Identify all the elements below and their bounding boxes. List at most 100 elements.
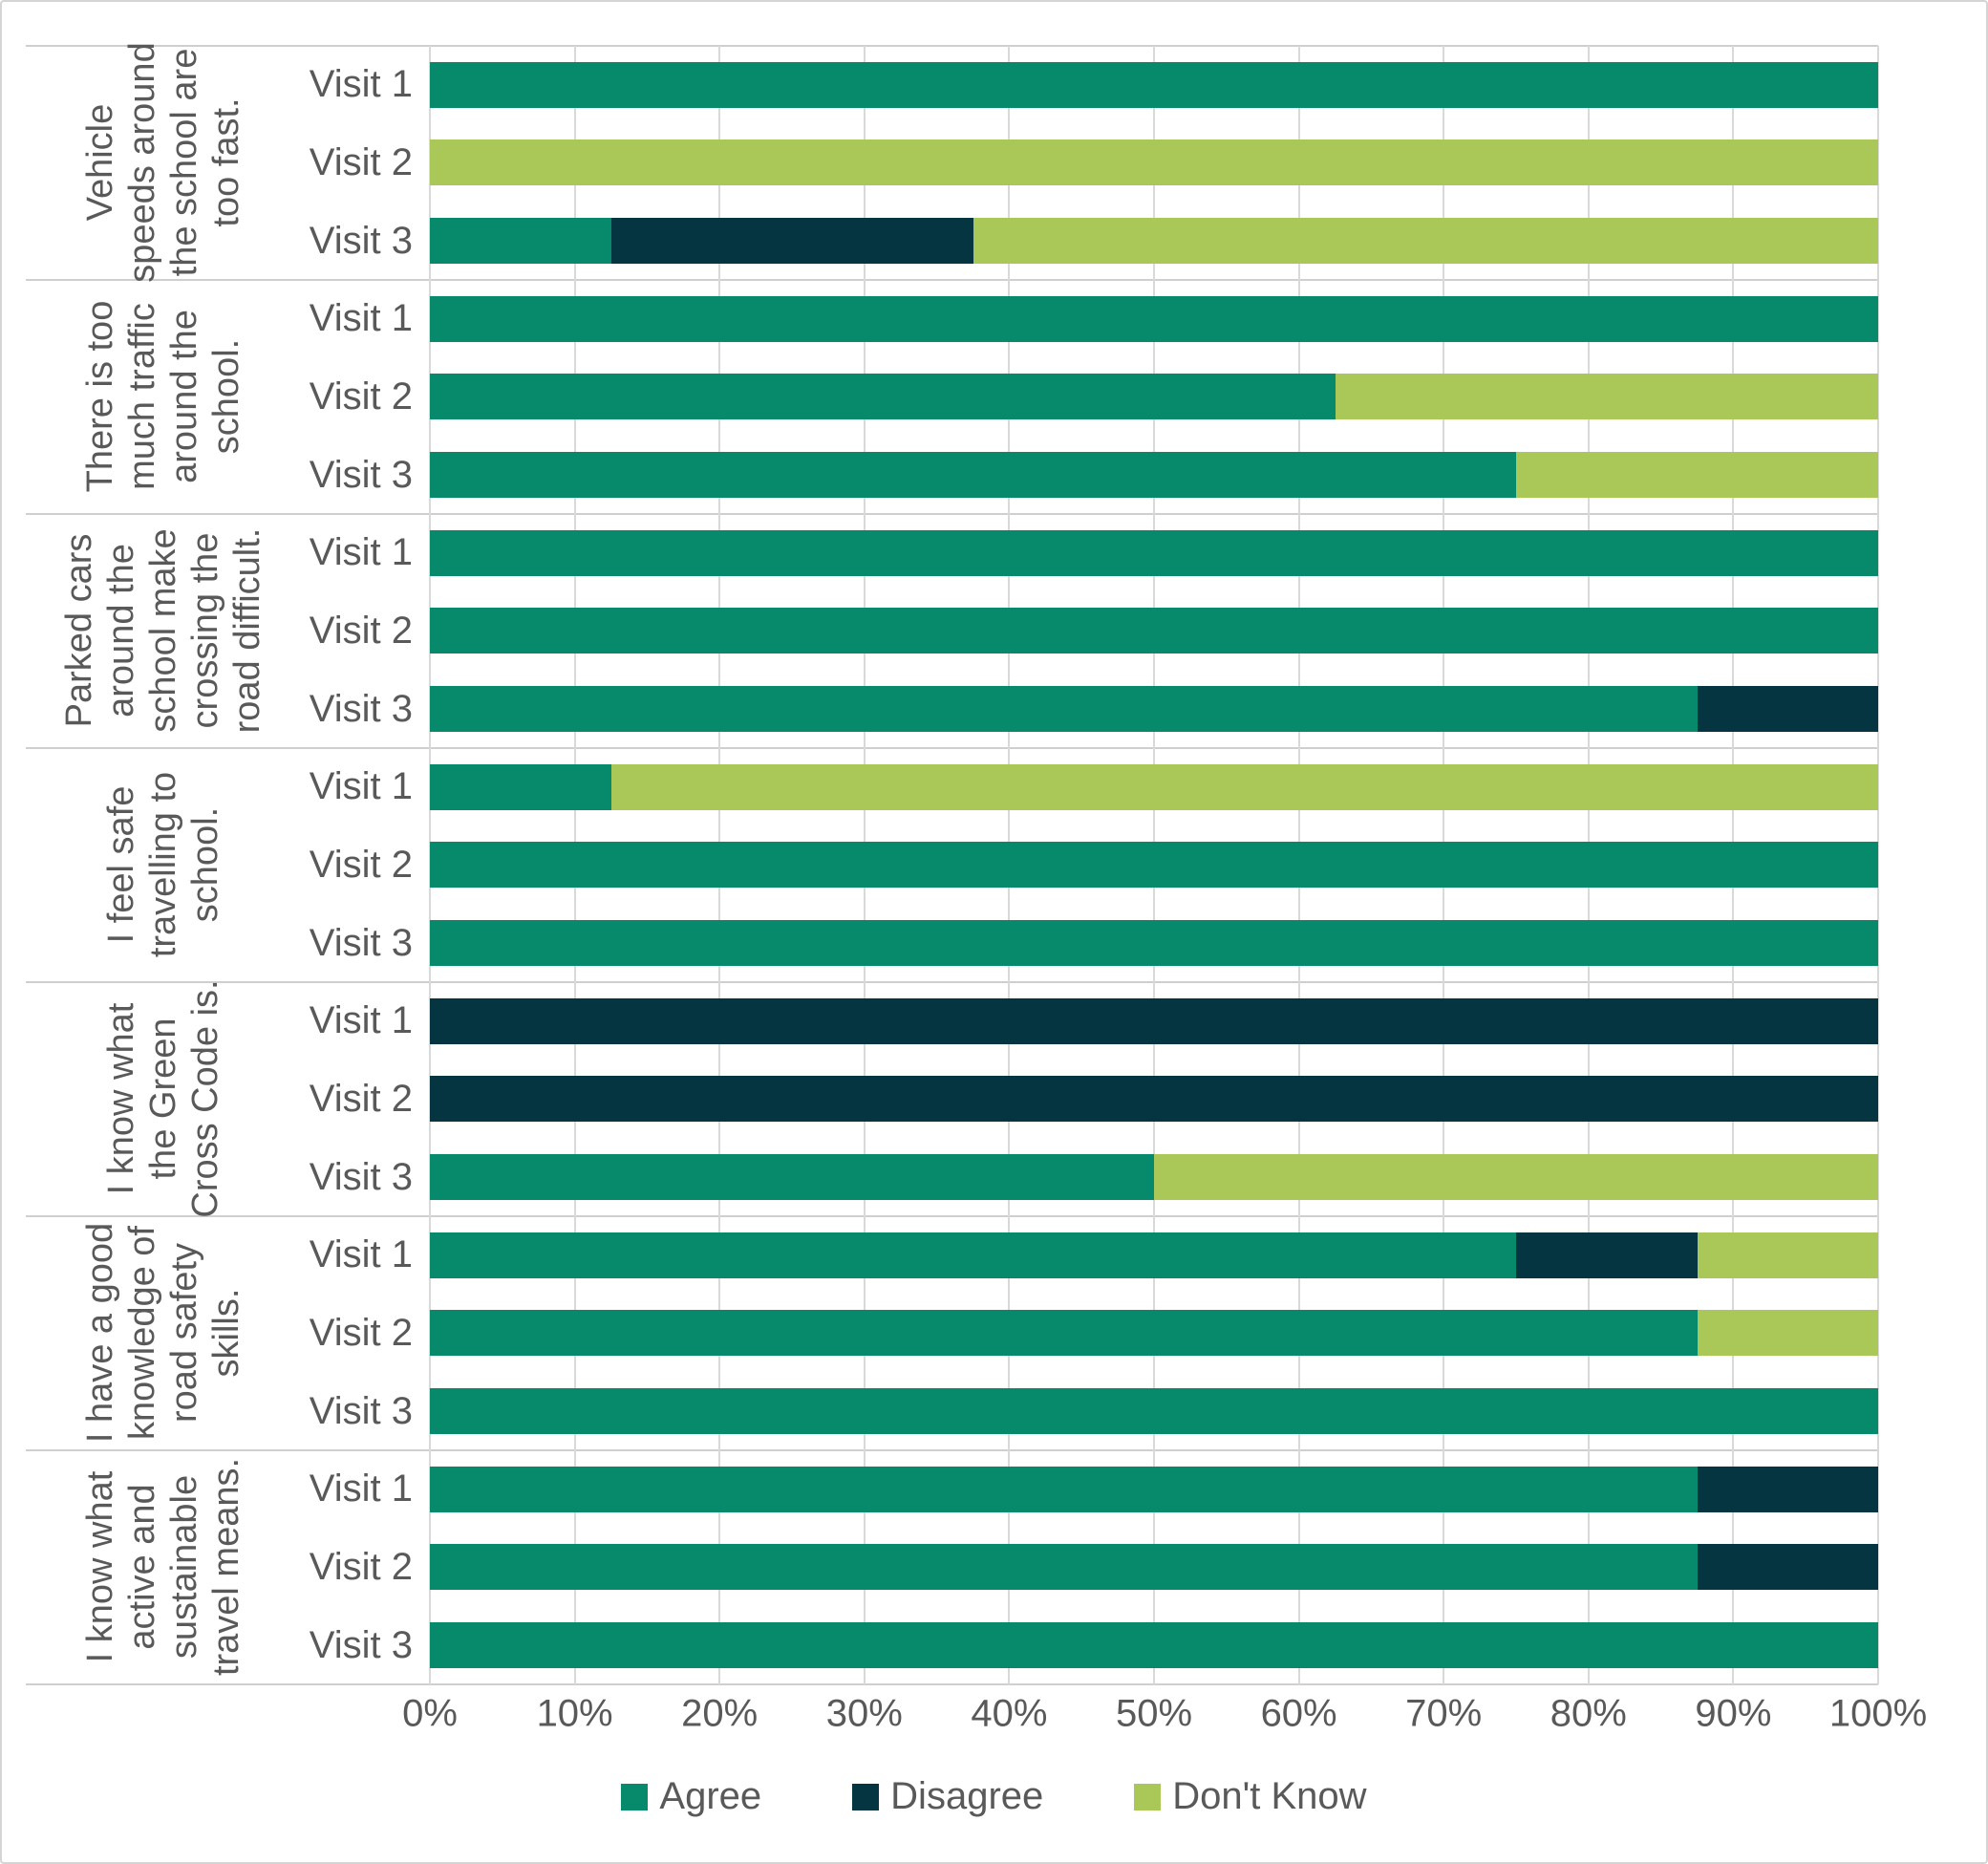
bar-row xyxy=(430,904,1878,982)
category-group: I have a good knowledge of road safety s… xyxy=(26,1216,1878,1450)
bar-track xyxy=(430,997,1878,1044)
bar-row xyxy=(430,436,1878,514)
x-axis-tick-label: 70% xyxy=(1405,1692,1483,1735)
visit-label: Visit 3 xyxy=(309,1389,413,1432)
category-label-cell: Vehicle speeds around the school are too… xyxy=(26,43,301,283)
bar-row xyxy=(430,1138,1878,1216)
bar-segment-agree xyxy=(430,1232,1516,1278)
x-axis-tick-label: 20% xyxy=(681,1692,759,1735)
bar-segment-agree xyxy=(430,1622,1878,1669)
bar-track xyxy=(430,218,1878,265)
category-label-cell: Parked cars around the school make cross… xyxy=(26,514,301,748)
visit-label: Visit 1 xyxy=(309,765,413,808)
bar-track xyxy=(430,529,1878,576)
bar-track xyxy=(430,608,1878,654)
x-axis-tick-label: 10% xyxy=(536,1692,613,1735)
group-separator-line xyxy=(26,747,1878,749)
bar-segment-dont_know xyxy=(1697,1310,1878,1357)
visit-label: Visit 1 xyxy=(309,63,413,106)
bar-row xyxy=(430,826,1878,905)
visit-label: Visit 3 xyxy=(309,453,413,496)
x-axis-tick-label: 30% xyxy=(825,1692,903,1735)
group-separator-line xyxy=(26,279,1878,281)
category-label-cell: There is too much traffic around the sch… xyxy=(26,280,301,514)
category-label-cell: I know what the Green Cross Code is. xyxy=(26,980,301,1218)
bar-row xyxy=(430,592,1878,671)
visit-label: Visit 2 xyxy=(309,1545,413,1588)
bar-row xyxy=(430,1529,1878,1607)
bar-row xyxy=(430,1450,1878,1529)
category-label: I know what active and sustainable trave… xyxy=(79,1458,247,1677)
bar-segment-agree xyxy=(430,920,1878,967)
bar-track xyxy=(430,1544,1878,1591)
visit-label: Visit 3 xyxy=(309,1155,413,1198)
group-separator-line xyxy=(26,1449,1878,1451)
bar-track xyxy=(430,61,1878,108)
bar-segment-dont_know xyxy=(973,218,1878,265)
bar-segment-agree xyxy=(430,1388,1878,1435)
group-separator-line xyxy=(26,1683,1878,1685)
bar-segment-agree xyxy=(430,1310,1698,1357)
bar-segment-agree xyxy=(430,608,1878,654)
visit-label: Visit 2 xyxy=(309,375,413,418)
x-axis-tick-label: 60% xyxy=(1260,1692,1337,1735)
category-label-cell: I have a good knowledge of road safety s… xyxy=(26,1216,301,1450)
bar-row xyxy=(430,46,1878,124)
bar-row xyxy=(430,1216,1878,1295)
legend-swatch-dont_know xyxy=(1134,1783,1162,1810)
bar-segment-dont_know xyxy=(610,763,1878,810)
legend-label-dont_know: Don't Know xyxy=(1172,1775,1367,1817)
group-separator-line xyxy=(26,513,1878,515)
visit-label: Visit 2 xyxy=(309,1077,413,1120)
bar-row xyxy=(430,1295,1878,1373)
legend-swatch-disagree xyxy=(852,1783,880,1810)
bar-track xyxy=(430,374,1878,420)
bar-segment-disagree xyxy=(1516,1232,1698,1278)
bar-segment-disagree xyxy=(610,218,973,265)
category-label: There is too much traffic around the sch… xyxy=(79,301,247,493)
x-axis-tick-label: 90% xyxy=(1695,1692,1772,1735)
visit-label: Visit 1 xyxy=(309,999,413,1042)
bar-segment-disagree xyxy=(1697,1466,1878,1512)
x-axis-tick-label: 40% xyxy=(971,1692,1048,1735)
bar-segment-agree xyxy=(430,842,1878,889)
bar-track xyxy=(430,920,1878,967)
bar-row xyxy=(430,358,1878,437)
bar-track xyxy=(430,1622,1878,1669)
legend-label-agree: Agree xyxy=(659,1775,762,1817)
bar-segment-agree xyxy=(430,374,1336,420)
x-axis-tick-label: 50% xyxy=(1115,1692,1193,1735)
bar-row xyxy=(430,982,1878,1061)
bar-track xyxy=(430,686,1878,733)
legend-swatch-agree xyxy=(621,1783,649,1810)
legend-item-disagree: Disagree xyxy=(852,1775,1043,1818)
visit-label: Visit 3 xyxy=(309,921,413,964)
visit-label: Visit 3 xyxy=(309,1623,413,1666)
bar-segment-agree xyxy=(430,61,1878,108)
bar-segment-dont_know xyxy=(430,139,1878,186)
bar-row xyxy=(430,202,1878,280)
group-separator-line xyxy=(26,1215,1878,1217)
bar-track xyxy=(430,763,1878,810)
bar-segment-disagree xyxy=(1697,686,1878,733)
bar-track xyxy=(430,452,1878,499)
category-label-cell: I know what active and sustainable trave… xyxy=(26,1450,301,1684)
bar-segment-agree xyxy=(430,1466,1698,1512)
category-group: There is too much traffic around the sch… xyxy=(26,280,1878,514)
bar-segment-dont_know xyxy=(1335,374,1878,420)
bar-segment-agree xyxy=(430,763,611,810)
bar-segment-agree xyxy=(430,218,611,265)
bar-segment-dont_know xyxy=(1516,452,1878,499)
bar-segment-agree xyxy=(430,686,1698,733)
bar-track xyxy=(430,1466,1878,1512)
bar-segment-agree xyxy=(430,295,1878,342)
bar-row xyxy=(430,748,1878,826)
x-axis-tick-label: 80% xyxy=(1550,1692,1627,1735)
bar-row xyxy=(430,280,1878,358)
legend-item-agree: Agree xyxy=(621,1775,761,1818)
bar-row xyxy=(430,1372,1878,1450)
bar-segment-disagree xyxy=(430,1076,1878,1123)
bar-segment-agree xyxy=(430,1544,1698,1591)
bar-row xyxy=(430,124,1878,203)
